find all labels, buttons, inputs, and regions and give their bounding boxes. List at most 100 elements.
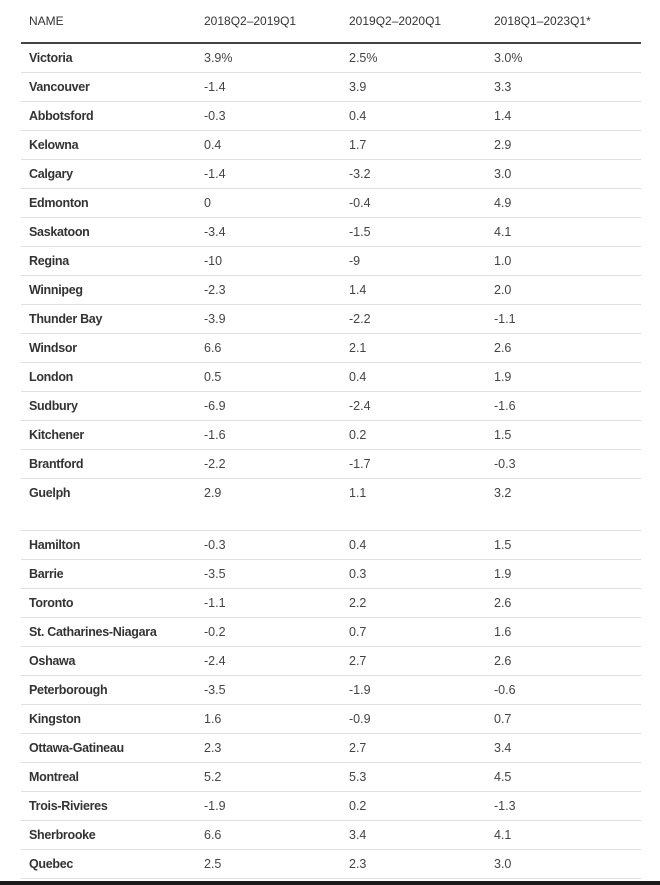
value-cell: 2.6	[486, 646, 641, 676]
city-name-cell: Sherbrooke	[21, 820, 196, 850]
value-cell: 1.7	[341, 130, 486, 160]
value-cell: 2.2	[341, 588, 486, 618]
city-name-cell: Quebec	[21, 849, 196, 879]
value-cell: 0.4	[341, 362, 486, 392]
value-cell: 1.9	[486, 362, 641, 392]
table-row: Peterborough -3.5 -1.9 -0.6	[21, 675, 641, 705]
value-cell: 0.2	[341, 791, 486, 821]
table-row: Winnipeg -2.3 1.4 2.0	[21, 275, 641, 305]
value-cell: 1.1	[341, 478, 486, 531]
value-cell: 4.1	[486, 820, 641, 850]
city-name-cell: Vancouver	[21, 72, 196, 102]
value-cell: -1.5	[341, 217, 486, 247]
value-cell: 6.6	[196, 333, 341, 363]
table-row: Kitchener -1.6 0.2 1.5	[21, 420, 641, 450]
table-row: Trois-Rivieres -1.9 0.2 -1.3	[21, 791, 641, 821]
value-cell: -3.2	[341, 159, 486, 189]
value-cell: 1.9	[486, 559, 641, 589]
value-cell: 1.4	[341, 275, 486, 305]
city-name-cell: Peterborough	[21, 675, 196, 705]
value-cell: 2.3	[196, 733, 341, 763]
table-row: Victoria 3.9% 2.5% 3.0%	[21, 43, 641, 73]
value-cell: 3.4	[341, 820, 486, 850]
value-cell: -1.1	[196, 588, 341, 618]
city-name-cell: Victoria	[21, 43, 196, 73]
value-cell: 5.2	[196, 762, 341, 792]
value-cell: 0.3	[341, 559, 486, 589]
column-header-name[interactable]: NAME	[21, 0, 196, 44]
value-cell: -1.6	[196, 420, 341, 450]
city-name-cell: Winnipeg	[21, 275, 196, 305]
value-cell: 0.7	[486, 704, 641, 734]
table-row: Barrie -3.5 0.3 1.9	[21, 559, 641, 589]
value-cell: -0.9	[341, 704, 486, 734]
value-cell: -0.3	[486, 449, 641, 479]
value-cell: 1.5	[486, 530, 641, 560]
table-row: Sudbury -6.9 -2.4 -1.6	[21, 391, 641, 421]
table-row: Edmonton 0 -0.4 4.9	[21, 188, 641, 218]
table-row: Montreal 5.2 5.3 4.5	[21, 762, 641, 792]
value-cell: 2.7	[341, 646, 486, 676]
table-row: Guelph 2.9 1.1 3.2	[21, 478, 641, 531]
value-cell: -3.9	[196, 304, 341, 334]
city-name-cell: Brantford	[21, 449, 196, 479]
column-header-period-3[interactable]: 2018Q1–2023Q1*	[486, 0, 641, 44]
city-name-cell: London	[21, 362, 196, 392]
table-row: Vancouver -1.4 3.9 3.3	[21, 72, 641, 102]
table-row: Quebec 2.5 2.3 3.0	[21, 849, 641, 879]
table-row: London 0.5 0.4 1.9	[21, 362, 641, 392]
table-row: St. Catharines-Niagara -0.2 0.7 1.6	[21, 617, 641, 647]
city-name-cell: Montreal	[21, 762, 196, 792]
value-cell: -2.4	[341, 391, 486, 421]
table-row: Abbotsford -0.3 0.4 1.4	[21, 101, 641, 131]
value-cell: -1.6	[486, 391, 641, 421]
value-cell: -0.3	[196, 101, 341, 131]
value-cell: 4.1	[486, 217, 641, 247]
value-cell: 3.2	[486, 478, 641, 531]
value-cell: 3.4	[486, 733, 641, 763]
value-cell: -1.1	[486, 304, 641, 334]
value-cell: 0.4	[341, 530, 486, 560]
table-row: Ottawa-Gatineau 2.3 2.7 3.4	[21, 733, 641, 763]
column-header-period-2[interactable]: 2019Q2–2020Q1	[341, 0, 486, 44]
value-cell: 2.6	[486, 333, 641, 363]
table-row: Hamilton -0.3 0.4 1.5	[21, 530, 641, 560]
city-name-cell: Oshawa	[21, 646, 196, 676]
value-cell: 3.9%	[196, 43, 341, 73]
value-cell: 0.4	[196, 130, 341, 160]
value-cell: -0.6	[486, 675, 641, 705]
value-cell: 3.3	[486, 72, 641, 102]
city-name-cell: Kingston	[21, 704, 196, 734]
table-row: Windsor 6.6 2.1 2.6	[21, 333, 641, 363]
value-cell: 1.6	[196, 704, 341, 734]
table-row: Sherbrooke 6.6 3.4 4.1	[21, 820, 641, 850]
value-cell: 2.3	[341, 849, 486, 879]
city-name-cell: Calgary	[21, 159, 196, 189]
table-row: Thunder Bay -3.9 -2.2 -1.1	[21, 304, 641, 334]
value-cell: -2.4	[196, 646, 341, 676]
city-name-cell: St. Catharines-Niagara	[21, 617, 196, 647]
header-row: NAME 2018Q2–2019Q1 2019Q2–2020Q1 2018Q1–…	[21, 0, 641, 44]
value-cell: -0.4	[341, 188, 486, 218]
value-cell: -9	[341, 246, 486, 276]
value-cell: -3.5	[196, 675, 341, 705]
value-cell: 1.0	[486, 246, 641, 276]
value-cell: 0.2	[341, 420, 486, 450]
column-header-period-1[interactable]: 2018Q2–2019Q1	[196, 0, 341, 44]
value-cell: -1.9	[196, 791, 341, 821]
value-cell: 4.9	[486, 188, 641, 218]
city-name-cell: Abbotsford	[21, 101, 196, 131]
value-cell: 2.0	[486, 275, 641, 305]
city-name-cell: Trois-Rivieres	[21, 791, 196, 821]
value-cell: 4.5	[486, 762, 641, 792]
city-name-cell: Kitchener	[21, 420, 196, 450]
value-cell: -1.4	[196, 159, 341, 189]
value-cell: -1.4	[196, 72, 341, 102]
city-name-cell: Barrie	[21, 559, 196, 589]
city-name-cell: Regina	[21, 246, 196, 276]
value-cell: 6.6	[196, 820, 341, 850]
value-cell: 0.7	[341, 617, 486, 647]
city-name-cell: Thunder Bay	[21, 304, 196, 334]
value-cell: -3.4	[196, 217, 341, 247]
value-cell: 0	[196, 188, 341, 218]
